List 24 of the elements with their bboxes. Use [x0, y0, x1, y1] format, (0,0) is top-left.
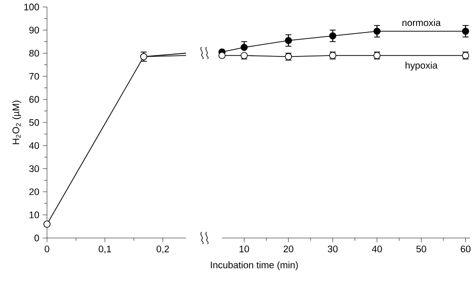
y-tick-label: 80 [29, 50, 40, 57]
y-tick-label: 60 [29, 96, 40, 103]
y-tick-label: 50 [29, 119, 40, 126]
x-tick-label: 50 [416, 246, 426, 252]
x-tick-label: 10 [240, 246, 250, 252]
y-tick-label: 90 [29, 26, 40, 34]
y-axis-title: H$_{2}$O$_{2}$ (µM) [12, 100, 22, 144]
x-tick-label: 60 [460, 246, 470, 252]
y-tick-label: 30 [29, 165, 40, 172]
series-label: normoxia [402, 19, 441, 26]
x-tick-label: 30 [328, 246, 338, 252]
y-tick-label: 20 [29, 188, 40, 196]
x-tick-label: 20 [284, 246, 294, 252]
y-tick-label: 0 [34, 234, 40, 242]
x-tick-label: 40 [372, 246, 382, 252]
x-tick-label: 0 [44, 246, 50, 252]
x-tick-label: 0,1 [98, 246, 112, 254]
x-axis-title: Incubation time (min) [210, 261, 298, 270]
y-tick-label: 100 [24, 4, 40, 10]
y-tick-label: 70 [29, 72, 40, 80]
y-tick-label: 40 [29, 142, 40, 149]
y-tick-label: 10 [30, 212, 40, 218]
x-tick-label: 0,2 [156, 246, 169, 254]
series-label: hypoxia [406, 62, 438, 71]
